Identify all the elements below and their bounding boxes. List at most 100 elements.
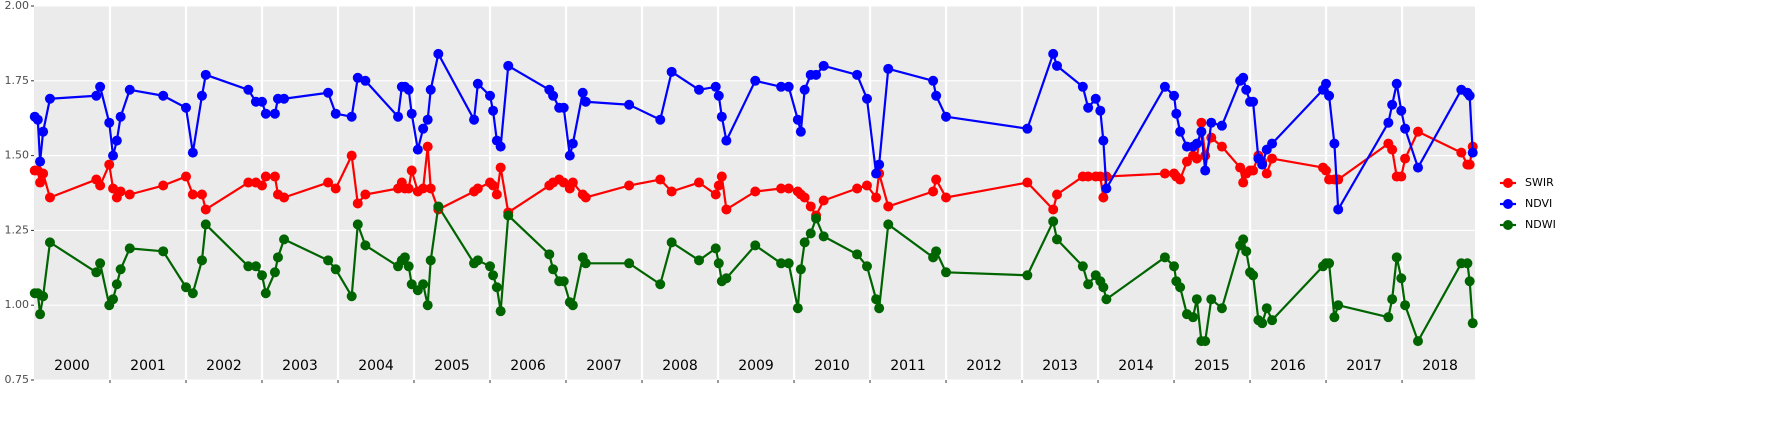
data-point (124, 189, 135, 200)
data-point (250, 261, 261, 272)
data-point (1396, 105, 1407, 116)
data-point (1462, 258, 1473, 269)
data-point (108, 294, 119, 305)
data-point (1175, 126, 1186, 137)
data-point (1333, 204, 1344, 215)
data-point (35, 156, 46, 167)
data-point (795, 126, 806, 137)
data-point (1098, 192, 1109, 203)
data-point (941, 192, 952, 203)
data-point (181, 171, 192, 182)
data-point (710, 189, 721, 200)
data-point (776, 81, 787, 92)
data-point (1257, 159, 1268, 170)
data-point (805, 228, 816, 239)
year-label: 2018 (1422, 358, 1458, 374)
data-point (1238, 234, 1249, 245)
legend-key-point (1503, 220, 1513, 230)
data-point (1321, 165, 1332, 176)
data-point (799, 84, 810, 95)
data-point (1396, 273, 1407, 284)
data-point (861, 93, 872, 104)
data-point (1248, 96, 1259, 107)
data-point (352, 219, 363, 230)
data-point (1077, 81, 1088, 92)
data-point (871, 168, 882, 179)
data-point (861, 180, 872, 191)
data-point (1391, 78, 1402, 89)
data-point (495, 306, 506, 317)
data-point (269, 267, 280, 278)
data-point (1238, 72, 1249, 83)
data-point (1324, 258, 1335, 269)
data-point (1467, 147, 1478, 158)
data-point (1169, 261, 1180, 272)
data-point (485, 261, 496, 272)
data-point (418, 123, 429, 134)
data-point (1077, 261, 1088, 272)
data-point (1051, 60, 1062, 71)
data-point (694, 255, 705, 266)
data-point (1169, 90, 1180, 101)
data-point (1048, 204, 1059, 215)
data-point (1098, 282, 1109, 293)
data-point (1321, 78, 1332, 89)
data-point (1216, 303, 1227, 314)
data-point (1200, 336, 1211, 347)
year-label: 2011 (890, 358, 926, 374)
data-point (805, 201, 816, 212)
data-point (1241, 246, 1252, 257)
data-point (931, 246, 942, 257)
data-point (503, 210, 514, 221)
data-point (158, 180, 169, 191)
data-point (279, 234, 290, 245)
data-point (95, 258, 106, 269)
data-point (418, 279, 429, 290)
data-point (1175, 282, 1186, 293)
data-point (95, 180, 106, 191)
data-point (1261, 168, 1272, 179)
data-point (792, 114, 803, 125)
data-point (35, 309, 46, 320)
data-point (1267, 315, 1278, 326)
data-point (1022, 123, 1033, 134)
data-point (260, 171, 271, 182)
data-point (111, 279, 122, 290)
data-point (694, 177, 705, 188)
data-point (1101, 183, 1112, 194)
data-point (1248, 270, 1259, 281)
data-point (716, 111, 727, 122)
data-point (655, 114, 666, 125)
year-label: 2007 (586, 358, 622, 374)
data-point (750, 186, 761, 197)
data-point (158, 246, 169, 257)
year-label: 2002 (206, 358, 242, 374)
data-point (1196, 117, 1207, 128)
data-point (200, 204, 211, 215)
data-point (1196, 126, 1207, 137)
data-point (1464, 276, 1475, 287)
data-point (124, 84, 135, 95)
data-point (472, 255, 483, 266)
data-point (666, 186, 677, 197)
data-point (44, 237, 55, 248)
data-point (32, 114, 43, 125)
data-point (1191, 138, 1202, 149)
data-point (323, 255, 334, 266)
data-point (544, 249, 555, 260)
data-point (158, 90, 169, 101)
data-point (346, 111, 357, 122)
data-point (330, 183, 341, 194)
data-point (488, 180, 499, 191)
data-point (323, 87, 334, 98)
data-point (795, 264, 806, 275)
data-point (111, 135, 122, 146)
data-point (655, 174, 666, 185)
data-point (874, 159, 885, 170)
data-point (1083, 102, 1094, 113)
data-point (1206, 117, 1217, 128)
data-point (783, 183, 794, 194)
data-point (1241, 84, 1252, 95)
data-point (931, 90, 942, 101)
